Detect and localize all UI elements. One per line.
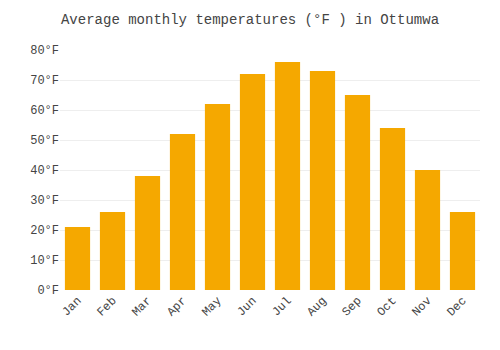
svg-text:May: May xyxy=(199,294,224,319)
svg-text:Jul: Jul xyxy=(269,294,294,319)
svg-text:80°F: 80°F xyxy=(30,44,59,58)
svg-text:Dec: Dec xyxy=(444,294,469,319)
svg-text:50°F: 50°F xyxy=(30,134,59,148)
svg-text:Mar: Mar xyxy=(129,294,154,319)
svg-text:20°F: 20°F xyxy=(30,224,59,238)
svg-text:Feb: Feb xyxy=(94,294,119,319)
svg-text:Apr: Apr xyxy=(164,294,189,319)
svg-text:10°F: 10°F xyxy=(30,254,59,268)
svg-text:0°F: 0°F xyxy=(37,284,59,298)
svg-text:40°F: 40°F xyxy=(30,164,59,178)
svg-text:Jun: Jun xyxy=(234,294,259,319)
svg-text:Average monthly temperatures (: Average monthly temperatures (°F ) in Ot… xyxy=(61,12,439,28)
svg-text:Aug: Aug xyxy=(304,294,329,319)
svg-text:60°F: 60°F xyxy=(30,104,59,118)
svg-text:Nov: Nov xyxy=(409,294,434,319)
svg-text:Oct: Oct xyxy=(374,294,399,319)
svg-text:30°F: 30°F xyxy=(30,194,59,208)
svg-text:Jan: Jan xyxy=(59,294,84,319)
svg-text:Sep: Sep xyxy=(339,294,364,319)
svg-text:70°F: 70°F xyxy=(30,74,59,88)
